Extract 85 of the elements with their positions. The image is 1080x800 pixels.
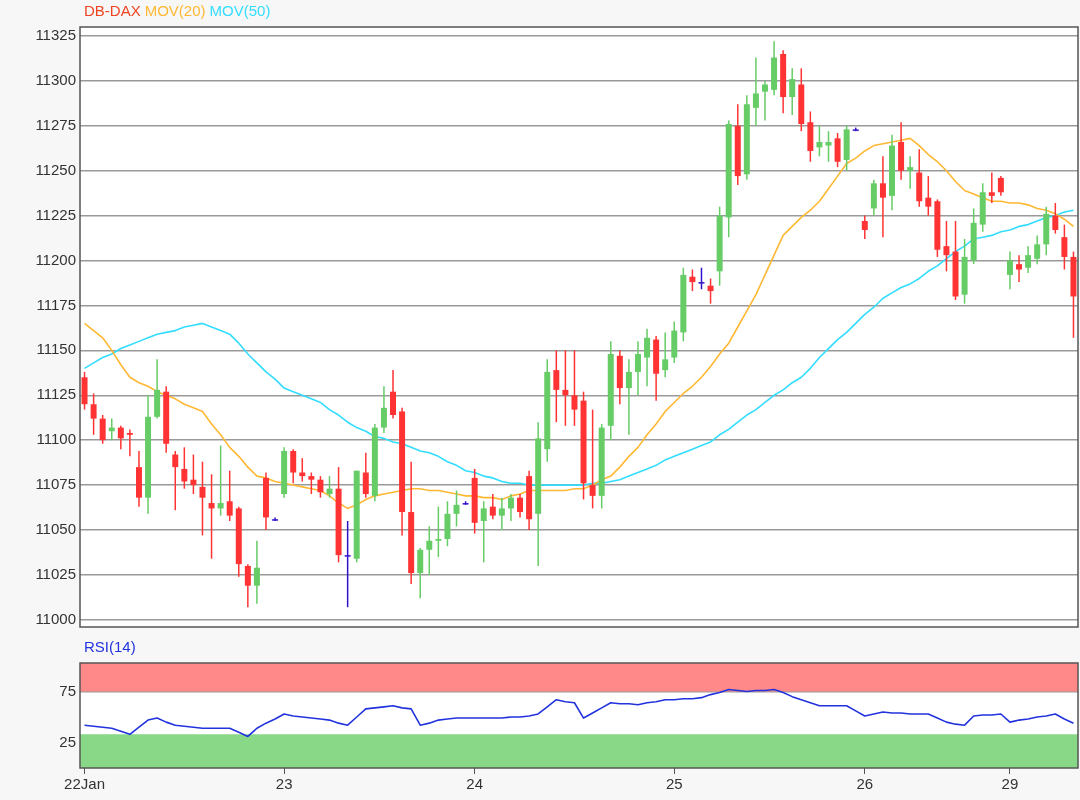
y-tick-label: 11075 <box>35 475 76 493</box>
candlestick <box>816 125 823 158</box>
text: DB-DAX <box>84 2 141 19</box>
candlestick <box>625 358 632 436</box>
candlestick <box>453 489 460 528</box>
y-tick-label: 25 <box>59 732 76 750</box>
y-tick-label: 11300 <box>35 71 76 89</box>
candlestick <box>662 331 669 379</box>
text: RSI(14) <box>84 638 136 655</box>
candlestick <box>117 425 124 450</box>
x-tick-label: 24 <box>466 775 484 793</box>
text: MOV(20) <box>144 2 206 19</box>
candlestick <box>1025 245 1032 274</box>
candlestick <box>943 220 950 273</box>
x-tick-label: 29 <box>1001 775 1019 793</box>
candlestick <box>879 155 886 238</box>
y-tick-label: 11275 <box>35 115 76 133</box>
x-tick-label: 26 <box>856 775 874 793</box>
candlestick <box>644 328 651 388</box>
x-tick-label: 22Jan <box>64 775 105 793</box>
candlestick <box>172 450 179 511</box>
candlestick <box>634 340 641 397</box>
candlestick <box>707 277 714 305</box>
candlestick <box>689 268 696 292</box>
candlestick <box>789 67 796 116</box>
candlestick <box>1006 250 1013 291</box>
candlestick <box>489 493 496 520</box>
candlestick <box>1052 202 1059 235</box>
candlestick <box>907 155 914 190</box>
candlestick <box>317 475 324 499</box>
candlestick <box>217 444 224 517</box>
candlestick <box>1016 254 1023 283</box>
text: MOV(50) <box>209 2 271 19</box>
candlestick <box>344 520 351 608</box>
candlestick <box>571 349 578 427</box>
candlestick <box>507 493 514 522</box>
candlestick <box>290 448 297 485</box>
candlestick <box>517 493 524 519</box>
candlestick <box>825 130 832 163</box>
y-tick-label: 11050 <box>35 520 76 538</box>
candlestick <box>190 453 197 495</box>
y-tick-label: 11125 <box>36 385 76 403</box>
candlestick <box>417 547 424 600</box>
candlestick <box>362 452 369 499</box>
candlestick <box>390 369 396 420</box>
candlestick <box>208 473 215 560</box>
x-tick-label: 23 <box>275 775 293 793</box>
candlestick <box>181 446 188 490</box>
y-tick-label: 75 <box>59 681 76 699</box>
candlestick <box>244 563 251 608</box>
candlestick <box>925 175 932 217</box>
candlestick <box>126 428 133 458</box>
candlestick <box>426 525 433 576</box>
candlestick <box>997 175 1004 197</box>
candlestick <box>253 540 260 605</box>
candlestick <box>762 80 768 122</box>
candlestick <box>562 349 569 427</box>
candlestick <box>480 500 487 564</box>
candlestick <box>553 349 560 423</box>
y-tick-label: 11100 <box>36 430 76 448</box>
candlestick <box>99 414 106 445</box>
candlestick <box>752 56 759 127</box>
candlestick <box>498 496 505 531</box>
y-tick-label: 11250 <box>35 160 76 178</box>
candlestick <box>435 505 442 558</box>
x-tick-label: 25 <box>665 775 683 793</box>
y-tick-label: 11325 <box>35 26 76 44</box>
candlestick <box>589 408 596 510</box>
candlestick <box>834 132 841 168</box>
candlestick <box>90 392 97 436</box>
y-tick-label: 11225 <box>35 205 76 223</box>
candlestick <box>861 214 868 240</box>
candlestick <box>380 385 387 434</box>
y-tick-label: 11150 <box>36 340 76 358</box>
y-tick-label: 11000 <box>35 609 76 627</box>
y-tick-label: 11175 <box>36 295 76 313</box>
candlestick <box>226 469 233 522</box>
candlestick <box>1061 223 1068 271</box>
candlestick <box>698 266 705 291</box>
candlestick <box>199 460 206 537</box>
candlestick <box>308 471 315 495</box>
candlestick <box>1034 234 1041 265</box>
y-tick-label: 11200 <box>35 250 76 268</box>
candlestick <box>988 171 995 204</box>
y-tick-label: 11025 <box>35 565 76 583</box>
